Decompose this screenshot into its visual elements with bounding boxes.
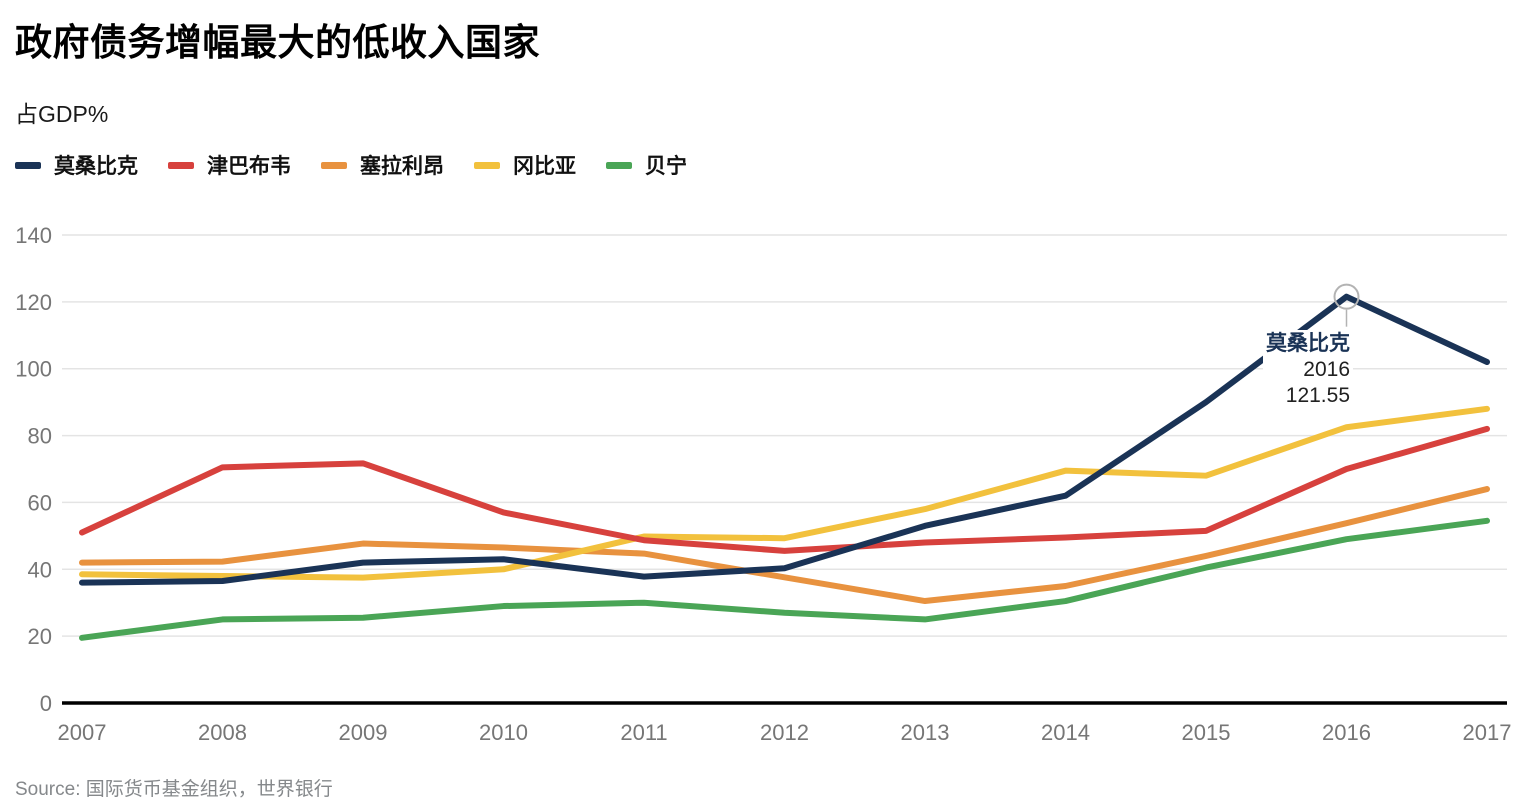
x-tick-label: 2011 [620, 720, 667, 745]
x-tick-label: 2016 [1322, 720, 1371, 745]
y-tick-label: 20 [28, 624, 52, 649]
legend-swatch-icon [168, 161, 194, 169]
x-tick-label: 2010 [479, 720, 528, 745]
series-line-津巴布韦 [79, 425, 1490, 554]
y-tick-label: 80 [28, 424, 52, 449]
legend-swatch-icon [321, 161, 347, 169]
x-tick-label: 2013 [901, 720, 950, 745]
y-tick-label: 60 [28, 490, 52, 515]
legend-label: 冈比亚 [513, 155, 576, 178]
series-line-贝宁 [79, 517, 1490, 641]
legend-label: 贝宁 [645, 155, 687, 178]
legend-item-津巴布韦: 津巴布韦 [168, 150, 291, 180]
y-tick-label: 120 [15, 290, 52, 315]
series-line-塞拉利昂 [79, 486, 1490, 605]
x-tick-label: 2015 [1182, 720, 1231, 745]
legend: 莫桑比克 津巴布韦 塞拉利昂 冈比亚 贝宁 [15, 150, 687, 180]
annotation-marker-circle [1333, 283, 1360, 310]
series-line-冈比亚 [79, 405, 1490, 581]
chart-subtitle: 占GDP% [15, 101, 109, 127]
annotation-value: 121.55 [1285, 384, 1350, 407]
legend-item-贝宁: 贝宁 [606, 150, 687, 180]
legend-label: 莫桑比克 [54, 155, 138, 178]
source-note: Source: 国际货币基金组织，世界银行 [15, 779, 333, 800]
series-line-莫桑比克 [79, 293, 1490, 586]
annotation-series-label: 莫桑比克 [1266, 332, 1350, 355]
x-tick-label: 2014 [1041, 720, 1090, 745]
legend-item-塞拉利昂: 塞拉利昂 [321, 150, 444, 180]
y-tick-label: 100 [15, 357, 52, 382]
legend-swatch-icon [606, 161, 632, 169]
x-tick-label: 2009 [339, 720, 388, 745]
legend-label: 塞拉利昂 [360, 155, 444, 178]
annotation-year: 2016 [1303, 358, 1350, 381]
y-tick-label: 140 [15, 223, 52, 248]
chart-title: 政府债务增幅最大的低收入国家 [15, 22, 540, 63]
legend-item-冈比亚: 冈比亚 [474, 150, 576, 180]
legend-label: 津巴布韦 [207, 155, 291, 178]
legend-item-莫桑比克: 莫桑比克 [15, 150, 138, 180]
x-tick-label: 2008 [198, 720, 247, 745]
legend-swatch-icon [474, 161, 500, 169]
x-tick-label: 2017 [1463, 720, 1512, 745]
y-tick-label: 40 [28, 557, 52, 582]
x-tick-label: 2012 [760, 720, 809, 745]
y-tick-label: 0 [40, 691, 52, 716]
legend-swatch-icon [15, 161, 41, 169]
x-tick-label: 2007 [58, 720, 107, 745]
annotation-tooltip: 莫桑比克 2016 121.55 [1263, 330, 1353, 410]
